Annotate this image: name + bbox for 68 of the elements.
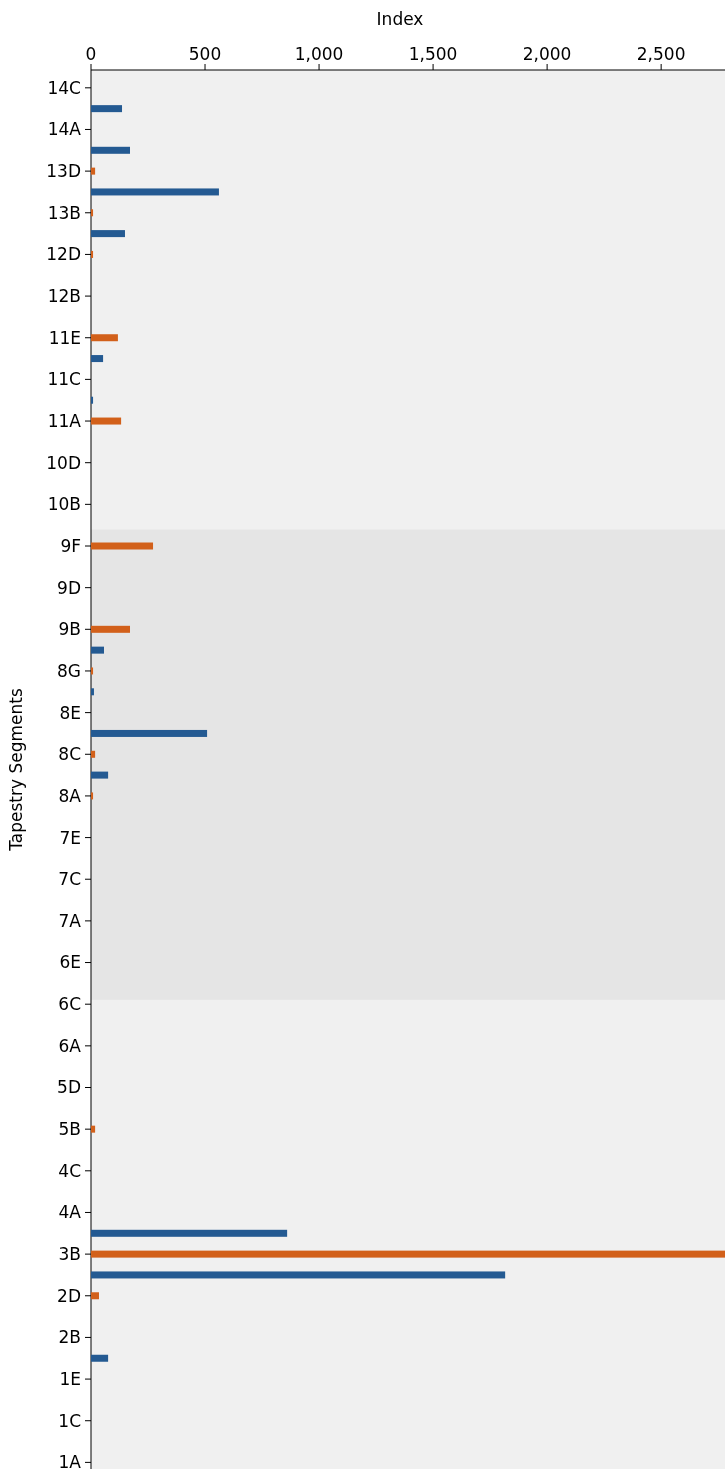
- y-tick-label: 5D: [57, 1077, 81, 1098]
- bar: [91, 1292, 99, 1300]
- y-tick-label: 8E: [59, 702, 81, 723]
- y-tick-label: 6A: [58, 1035, 82, 1056]
- y-tick-label: 10B: [47, 494, 81, 515]
- y-tick-label: 9B: [58, 619, 81, 640]
- bar: [91, 188, 219, 196]
- y-tick-label: 1A: [58, 1452, 82, 1469]
- y-tick-label: 3B: [58, 1244, 81, 1265]
- bar: [91, 250, 94, 258]
- bar: [91, 146, 130, 154]
- y-tick-label: 10D: [46, 452, 81, 473]
- bar: [91, 1250, 725, 1258]
- y-tick-label: 14A: [47, 119, 82, 140]
- bar: [91, 334, 118, 342]
- bar: [91, 1125, 96, 1133]
- y-tick-label: 4C: [58, 1160, 81, 1181]
- bar: [91, 792, 94, 800]
- y-tick-label: 1C: [58, 1410, 81, 1431]
- y-tick-label: 13D: [46, 161, 81, 182]
- y-tick-label: 9F: [60, 535, 81, 556]
- bar: [91, 729, 208, 737]
- y-tick-label: 1E: [59, 1369, 81, 1390]
- y-tick-label: 7E: [59, 827, 81, 848]
- x-tick-label: 1,500: [408, 44, 458, 64]
- bar: [91, 771, 109, 779]
- bar: [91, 542, 154, 550]
- y-tick-label: 2D: [57, 1285, 81, 1306]
- y-tick-label: 6C: [58, 994, 81, 1015]
- y-axis-title: Tapestry Segments: [6, 688, 26, 852]
- y-tick-label: 12D: [46, 244, 81, 265]
- y-tick-label: 6E: [59, 952, 81, 973]
- y-tick-label: 11A: [47, 410, 82, 431]
- y-tick-label: 7A: [58, 910, 82, 931]
- bar: [91, 355, 104, 363]
- bar: [91, 646, 104, 654]
- y-tick-label: 4A: [58, 1202, 82, 1223]
- y-tick-label: 2B: [58, 1327, 81, 1348]
- x-axis-title: Index: [376, 9, 424, 29]
- y-tick-label: 8A: [58, 785, 82, 806]
- y-tick-label: 8G: [57, 660, 81, 681]
- x-tick-label: 500: [188, 44, 222, 64]
- y-tick-label: 14C: [47, 77, 81, 98]
- y-tick-label: 12B: [47, 286, 81, 307]
- bar: [91, 625, 130, 633]
- bar: [91, 417, 122, 425]
- bar: [91, 167, 96, 175]
- y-tick-label: 5B: [58, 1119, 81, 1140]
- bar: [91, 230, 125, 238]
- y-tick-label: 8C: [58, 744, 81, 765]
- bar: [91, 667, 94, 675]
- x-tick-label: 0: [85, 44, 97, 64]
- bar: [91, 209, 94, 217]
- y-tick-label: 13B: [47, 202, 81, 223]
- x-tick-label: 2,000: [522, 44, 572, 64]
- x-tick-label: 1,000: [294, 44, 344, 64]
- y-tick-label: 11E: [48, 327, 81, 348]
- x-tick-label: 2,500: [636, 44, 686, 64]
- bar: [91, 396, 94, 404]
- bar: [91, 105, 123, 113]
- y-tick-label: 11C: [47, 369, 81, 390]
- bar: [91, 1354, 109, 1362]
- bar: [91, 1271, 506, 1279]
- y-tick-label: 7C: [58, 869, 81, 890]
- bar: [91, 1229, 288, 1237]
- bar: [91, 750, 96, 758]
- y-tick-label: 9D: [57, 577, 81, 598]
- bar: [91, 688, 94, 696]
